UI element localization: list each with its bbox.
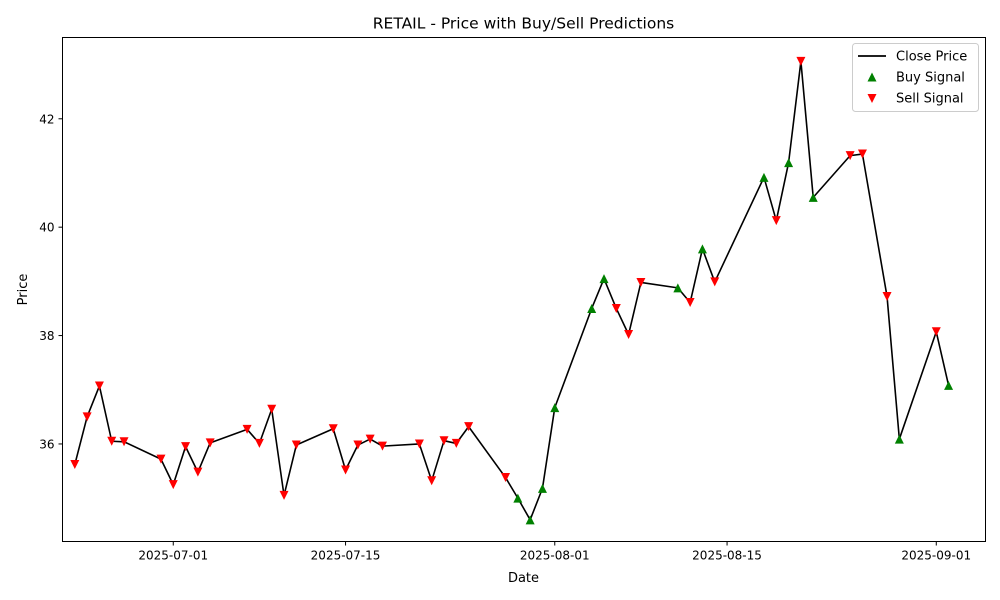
sell-signal-marker [94, 381, 104, 391]
sell-signal-marker [205, 438, 215, 448]
sell-signal-marker [882, 292, 892, 302]
x-tick-label: 2025-07-01 [138, 549, 208, 563]
sell-signal-marker [291, 440, 301, 450]
sell-signal-marker [771, 216, 781, 226]
buy-signal-marker [537, 483, 547, 493]
legend-buy-triangle-up-icon [867, 72, 877, 82]
chart-title: RETAIL - Price with Buy/Sell Predictions [373, 15, 674, 33]
buy-signal-marker [525, 515, 535, 525]
axis-ticks: 2025-07-01 2025-07-15 2025-08-01 2025-08-15… [39, 112, 971, 562]
legend-sell-triangle-down-icon [867, 94, 877, 103]
sell-signal-marker [414, 439, 424, 449]
sell-signal-marker [439, 436, 449, 446]
buy-signal-marker [894, 434, 904, 444]
legend: Close Price Buy Signal Sell Signal [852, 43, 979, 112]
sell-signal-marker [119, 437, 129, 447]
sell-signal-marker [107, 436, 117, 446]
buy-signal-marker [759, 172, 769, 182]
sell-signal-marker [82, 412, 92, 422]
sell-signal-marker [168, 480, 178, 490]
sell-signal-marker [710, 277, 720, 287]
sell-signal-marker [279, 490, 289, 500]
sell-signal-marker [267, 404, 277, 414]
y-axis-label: Price [16, 274, 31, 306]
x-tick-label: 2025-08-01 [520, 549, 590, 563]
buy-signal-marker [550, 403, 560, 413]
sell-signal-marker [857, 149, 867, 159]
x-tick-label: 2025-07-15 [311, 549, 381, 563]
sell-signal-marker [377, 441, 387, 451]
buy-signal-marker [784, 158, 794, 168]
buy-signal-marker [944, 380, 954, 390]
legend-buy-label: Buy Signal [896, 71, 965, 86]
y-tick-label: 36 [39, 437, 54, 451]
sell-signal-marker [611, 303, 621, 313]
legend-box [852, 43, 979, 112]
sell-signal-marker [365, 434, 375, 444]
sell-signal-marker [451, 438, 461, 448]
sell-signal-marker [156, 454, 166, 464]
legend-sell-label: Sell Signal [896, 92, 964, 107]
sell-signal-marker [341, 465, 351, 475]
y-tick-label: 40 [39, 221, 54, 235]
series-layer [70, 56, 954, 525]
sell-signal-marker [193, 467, 203, 477]
legend-close-label: Close Price [896, 50, 967, 65]
sell-signal-marker [353, 440, 363, 450]
buy-signal-marker [697, 244, 707, 254]
buy-signal-marker [673, 283, 683, 293]
x-axis-label: Date [508, 571, 539, 586]
buy-signal-marker [587, 303, 597, 313]
sell-signal-marker [624, 329, 634, 339]
sell-signal-marker [685, 298, 695, 308]
x-tick-label: 2025-09-01 [901, 549, 971, 563]
sell-signal-marker [427, 476, 437, 486]
plot-area-frame [62, 37, 986, 542]
buy-signal-marker [808, 192, 818, 202]
close-price-line [74, 60, 950, 521]
y-tick-label: 42 [39, 112, 54, 126]
sell-signal-marker [328, 424, 338, 434]
sell-signal-marker [254, 438, 264, 448]
sell-signal-marker [70, 460, 80, 470]
buy-signal-marker [599, 274, 609, 284]
y-tick-label: 38 [39, 329, 54, 343]
x-tick-label: 2025-08-15 [692, 549, 762, 563]
buy-signal-marker [513, 493, 523, 503]
sell-signal-marker [242, 424, 252, 434]
sell-signal-marker [845, 151, 855, 161]
sell-signal-marker [636, 277, 646, 287]
sell-signal-marker [796, 56, 806, 66]
sell-signal-marker [464, 422, 474, 432]
sell-signal-marker [931, 327, 941, 337]
sell-signal-marker [181, 442, 191, 452]
sell-signal-marker [501, 473, 511, 483]
